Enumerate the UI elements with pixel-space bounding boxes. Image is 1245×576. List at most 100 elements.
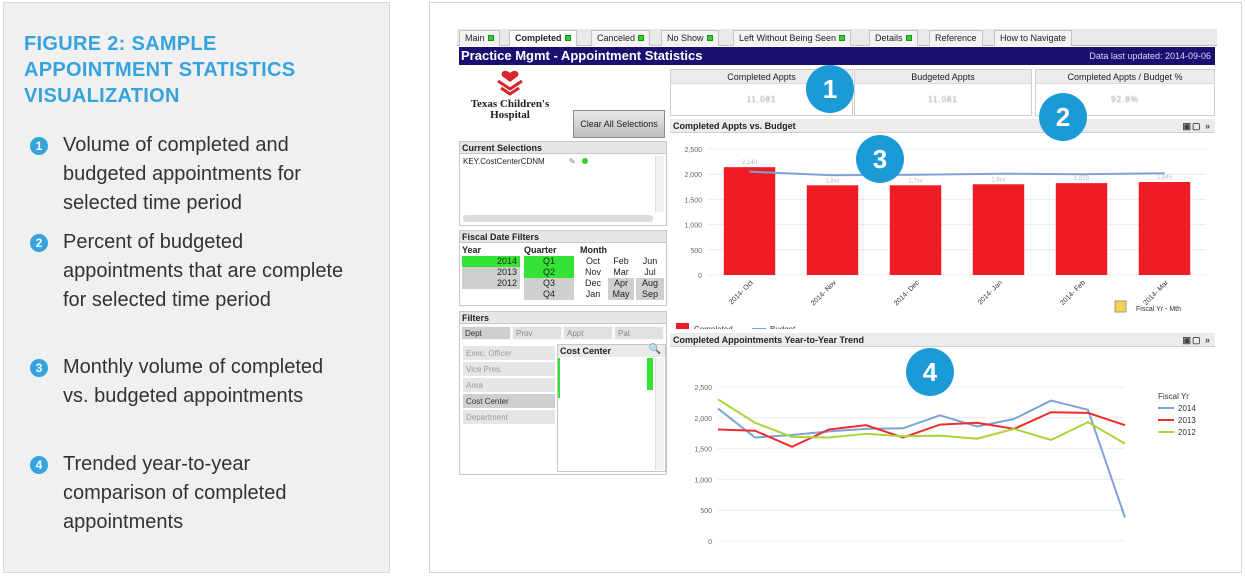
horizontal-scrollbar[interactable] [463, 215, 653, 222]
series-line-2012 [717, 398, 1126, 445]
x-tick-label: 2014- Feb [1059, 279, 1087, 307]
month-option[interactable]: May [608, 289, 634, 300]
year-option[interactable]: 2014 [462, 256, 520, 267]
vertical-scrollbar[interactable] [655, 156, 664, 212]
tab-details[interactable]: Details [869, 30, 918, 46]
quarter-option[interactable]: Q4 [524, 289, 574, 300]
year-option[interactable]: 2012 [462, 278, 520, 289]
page-title: Practice Mgmt - Appointment Statistics [461, 48, 703, 63]
status-dot-icon [487, 35, 494, 41]
chart-tools-icon[interactable]: ▣▢ » [1182, 335, 1211, 345]
caption-item-3: 3 Monthly volume of completed vs. budget… [30, 353, 350, 411]
y-tick-label: 2,000 [694, 416, 712, 423]
status-dot-icon [564, 35, 571, 41]
y-tick-label: 2,500 [684, 147, 702, 154]
tab-label: No Show [667, 33, 704, 43]
tab-no-show[interactable]: No Show [661, 30, 719, 46]
chart1-header: Completed Appts vs. Budget ▣▢ » [670, 119, 1215, 133]
fiscal-filters-title: Fiscal Date Filters [460, 231, 666, 243]
filters-box: Filters Dept Prov Appt Pat Exec. Officer… [459, 311, 667, 475]
quarter-option[interactable]: Q3 [524, 278, 574, 289]
tab-label: Reference [935, 33, 977, 43]
filter-tab-dept[interactable]: Dept [461, 326, 511, 340]
series-line-2013 [717, 411, 1126, 448]
tab-label: Details [875, 33, 903, 43]
legend-swatch-completed [676, 323, 689, 329]
kpi-value: 11,081 [928, 95, 958, 104]
month-option[interactable]: Aug [636, 278, 664, 289]
chart-tools-icon[interactable]: ▣▢ » [1182, 121, 1211, 131]
quarter-option[interactable]: Q2 [524, 267, 574, 278]
current-selections-box: Current Selections KEY.CostCenterCDNM ✎ [459, 141, 667, 226]
filter-item-cost-center[interactable]: Cost Center [463, 394, 555, 409]
month-option[interactable]: Nov [584, 267, 601, 277]
tab-main[interactable]: Main [459, 30, 500, 46]
data-label: 2,140 [742, 160, 758, 166]
filter-item-department[interactable]: Department [463, 410, 555, 425]
filter-tab-prov[interactable]: Prov [512, 326, 562, 340]
tab-label: Completed [515, 33, 562, 43]
heart-logo-icon [497, 70, 523, 96]
tab-label: Main [465, 33, 485, 43]
selection-field-label: KEY.CostCenterCDNM [463, 157, 545, 166]
search-icon[interactable]: 🔍 [648, 344, 661, 355]
number-icon: 2 [30, 234, 48, 252]
eraser-icon[interactable]: ✎ [568, 157, 576, 166]
filter-tab-pat[interactable]: Pat [614, 326, 664, 340]
number-icon: 1 [30, 137, 48, 155]
month-option[interactable]: Apr [608, 278, 634, 289]
figure-title: FIGURE 2: SAMPLE APPOINTMENT STATISTICS … [24, 33, 296, 107]
bar [972, 184, 1025, 275]
vertical-scrollbar[interactable] [655, 358, 664, 470]
status-dot-icon [839, 35, 846, 41]
bar [806, 185, 859, 275]
tab-canceled[interactable]: Canceled [591, 30, 651, 46]
month-option[interactable]: Feb [613, 256, 629, 266]
filter-item-vice-pres[interactable]: Vice Pres. [463, 362, 555, 377]
filters-title: Filters [460, 312, 666, 324]
clear-all-selections-button[interactable]: Clear All Selections [573, 110, 665, 138]
budget-series-line [749, 170, 1165, 177]
filter-item-area[interactable]: Area [463, 378, 555, 393]
month-option[interactable]: Jul [644, 267, 656, 277]
status-dot-icon [706, 35, 713, 41]
legend-label-budget: Budget [770, 325, 796, 329]
kpi-value: 11,081 [746, 95, 777, 104]
kpi-label: Completed Appts / Budget % [1036, 70, 1214, 84]
status-dot-icon [905, 35, 912, 41]
tab-completed[interactable]: Completed [509, 30, 577, 46]
caption-text: Monthly volume of completed vs. budgeted… [63, 356, 324, 407]
axis-cycle-icon [1114, 300, 1127, 313]
bar [1055, 183, 1108, 275]
month-option[interactable]: Oct [585, 256, 600, 266]
data-label: 1,8xx [991, 177, 1005, 183]
tab-left-without-being-seen[interactable]: Left Without Being Seen [733, 30, 852, 46]
month-option[interactable]: Mar [613, 267, 629, 277]
caption-text: Percent of budgeted appointments that ar… [63, 231, 344, 311]
x-tick-label: 2014- Nov [810, 279, 838, 307]
y-tick-label: 500 [690, 248, 702, 255]
filter-item-exec-officer[interactable]: Exec. Officer [463, 346, 555, 361]
legend-label-2013: 2013 [1178, 416, 1196, 425]
quarter-option[interactable]: Q1 [524, 256, 574, 267]
tab-how-to-navigate[interactable]: How to Navigate [994, 30, 1073, 46]
caption-text: Volume of completed and budgeted appoint… [63, 134, 301, 214]
kpi-budgeted-appts: Budgeted Appts 11,081 [854, 69, 1032, 116]
fiscal-date-filters: Fiscal Date Filters Year Quarter Month 2… [459, 230, 667, 306]
tab-bar: Main Completed Canceled No Show Left Wit… [457, 29, 1217, 46]
list-selection-bar[interactable] [558, 358, 560, 398]
chart2-title: Completed Appointments Year-to-Year Tren… [673, 335, 865, 345]
callout-badge-2: 2 [1039, 93, 1087, 141]
month-option[interactable]: Jan [585, 289, 601, 299]
chart1-title: Completed Appts vs. Budget [673, 121, 796, 131]
year-option[interactable]: 2013 [462, 267, 520, 278]
month-option[interactable]: Dec [584, 278, 601, 288]
filter-tab-appt[interactable]: Appt [563, 326, 613, 340]
tab-reference[interactable]: Reference [929, 30, 983, 46]
month-option[interactable]: Sep [636, 289, 664, 300]
y-tick-label: 1,000 [684, 223, 702, 230]
list-green-column[interactable] [647, 358, 653, 390]
month-option[interactable]: Jun [642, 256, 658, 266]
x-tick-label: 2014- Mar [1142, 279, 1170, 307]
caption-item-2: 2 Percent of budgeted appointments that … [30, 228, 350, 315]
